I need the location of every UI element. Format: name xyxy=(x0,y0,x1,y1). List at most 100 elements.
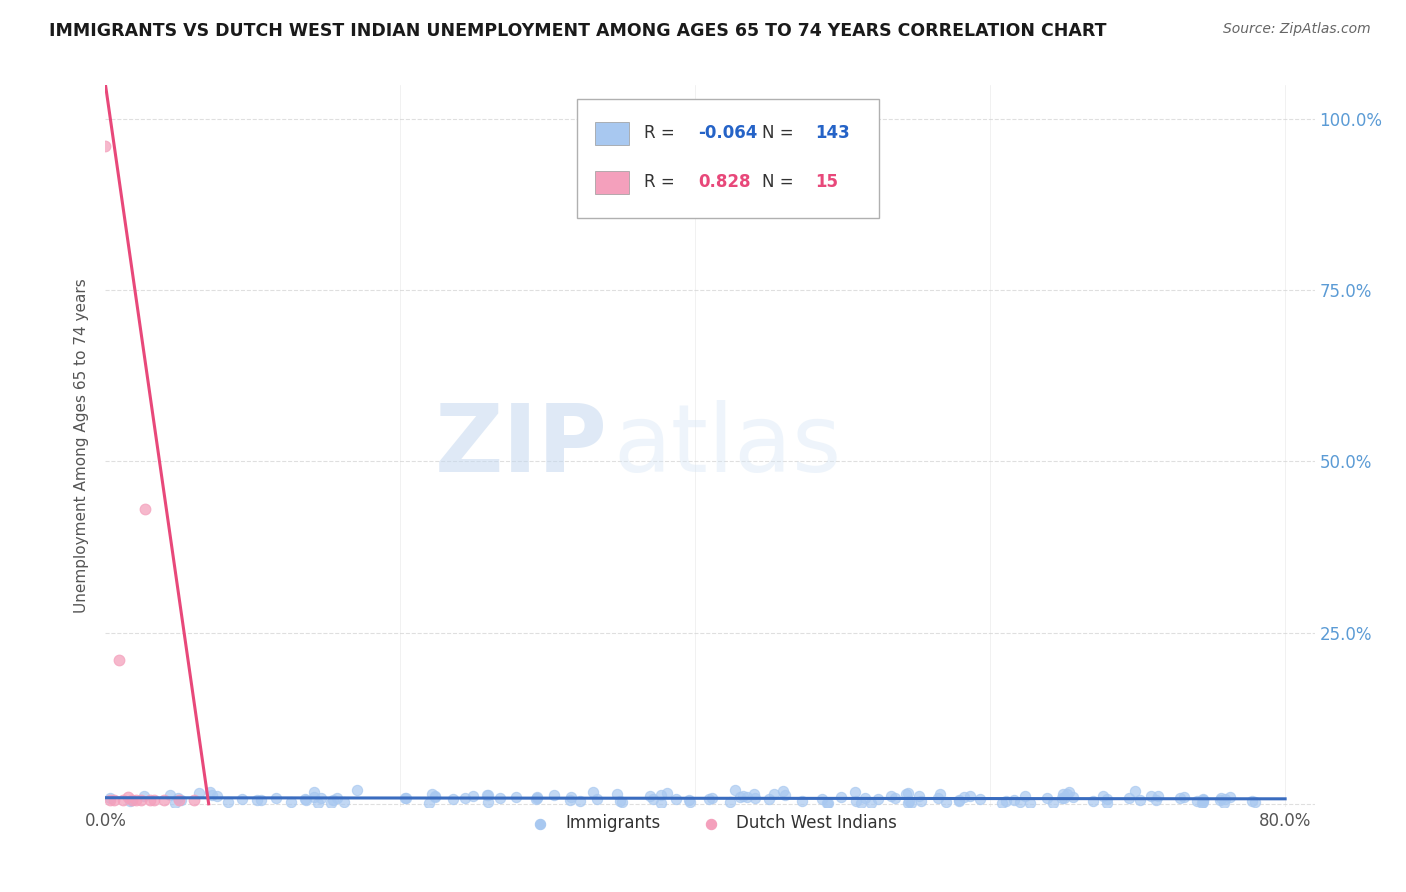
Point xyxy=(132,789,155,803)
Point xyxy=(118,794,141,808)
Point xyxy=(1209,791,1232,805)
Point xyxy=(568,794,591,808)
Point xyxy=(98,791,121,805)
Text: 143: 143 xyxy=(815,124,851,142)
Point xyxy=(143,793,166,807)
Point xyxy=(1168,790,1191,805)
Point xyxy=(159,789,181,803)
Point xyxy=(280,795,302,809)
Point xyxy=(1036,791,1059,805)
Point xyxy=(948,794,970,808)
Point xyxy=(697,791,720,805)
Point xyxy=(558,793,581,807)
Point xyxy=(1050,791,1073,805)
Point xyxy=(153,793,176,807)
Point xyxy=(321,796,343,810)
Point xyxy=(586,792,609,806)
Point xyxy=(1192,793,1215,807)
Text: ZIP: ZIP xyxy=(434,400,607,492)
Point xyxy=(1056,787,1078,801)
Point xyxy=(454,791,477,805)
Point xyxy=(103,793,125,807)
Point xyxy=(1042,796,1064,810)
Point xyxy=(461,789,484,804)
Point xyxy=(526,791,548,805)
Point xyxy=(969,792,991,806)
Point xyxy=(1018,796,1040,810)
Point xyxy=(205,789,228,803)
Point xyxy=(107,653,129,667)
FancyBboxPatch shape xyxy=(595,121,628,145)
Point xyxy=(167,790,190,805)
Point xyxy=(294,791,316,805)
Point xyxy=(845,794,868,808)
Point xyxy=(1191,796,1213,810)
Point xyxy=(304,785,326,799)
Point xyxy=(1243,796,1265,810)
Point xyxy=(897,794,920,808)
Point xyxy=(790,794,813,808)
Point xyxy=(167,793,190,807)
Point xyxy=(294,792,316,806)
Point xyxy=(418,796,440,810)
Point xyxy=(1053,790,1076,805)
Point xyxy=(815,796,838,810)
Point xyxy=(217,795,239,809)
Point xyxy=(1118,791,1140,805)
Point xyxy=(849,796,872,810)
Point xyxy=(718,795,741,809)
Point xyxy=(201,788,224,802)
Text: 15: 15 xyxy=(815,173,838,191)
Point xyxy=(991,796,1014,810)
Text: IMMIGRANTS VS DUTCH WEST INDIAN UNEMPLOYMENT AMONG AGES 65 TO 74 YEARS CORRELATI: IMMIGRANTS VS DUTCH WEST INDIAN UNEMPLOY… xyxy=(49,22,1107,40)
Text: atlas: atlas xyxy=(613,400,842,492)
Point xyxy=(326,791,349,805)
Point xyxy=(1144,793,1167,807)
Point xyxy=(897,796,920,810)
Point xyxy=(724,782,747,797)
Point xyxy=(1209,793,1232,807)
Point xyxy=(728,789,751,804)
Point xyxy=(420,787,443,801)
Point xyxy=(879,789,901,803)
Point xyxy=(853,790,876,805)
Point xyxy=(505,790,527,805)
Point xyxy=(733,789,755,803)
Point xyxy=(650,796,672,810)
Point xyxy=(322,793,344,807)
Point xyxy=(121,793,143,807)
Point xyxy=(609,794,631,808)
FancyBboxPatch shape xyxy=(595,170,628,194)
Text: -0.064: -0.064 xyxy=(697,124,758,142)
Point xyxy=(994,794,1017,808)
Point xyxy=(910,794,932,808)
Point xyxy=(1140,789,1163,804)
Point xyxy=(1052,787,1074,801)
Point xyxy=(117,789,139,804)
Point xyxy=(744,791,766,805)
Point xyxy=(655,786,678,800)
Point xyxy=(641,792,664,806)
Point xyxy=(121,792,143,806)
Point xyxy=(98,793,121,807)
Point xyxy=(868,792,890,806)
Point xyxy=(929,787,952,801)
Point xyxy=(264,790,287,805)
Point xyxy=(231,792,253,806)
Point xyxy=(640,789,662,804)
Point xyxy=(953,790,976,805)
Point xyxy=(606,787,628,801)
Point xyxy=(170,793,193,807)
Point xyxy=(477,788,499,802)
Point xyxy=(702,791,724,805)
Text: 0.828: 0.828 xyxy=(697,173,751,191)
Point xyxy=(304,789,326,804)
Point xyxy=(94,139,117,153)
Point xyxy=(735,790,758,805)
Point xyxy=(1147,789,1170,803)
Point xyxy=(543,788,565,802)
Point xyxy=(1125,784,1147,798)
Point xyxy=(844,785,866,799)
Point xyxy=(333,795,356,809)
Point xyxy=(1129,793,1152,807)
